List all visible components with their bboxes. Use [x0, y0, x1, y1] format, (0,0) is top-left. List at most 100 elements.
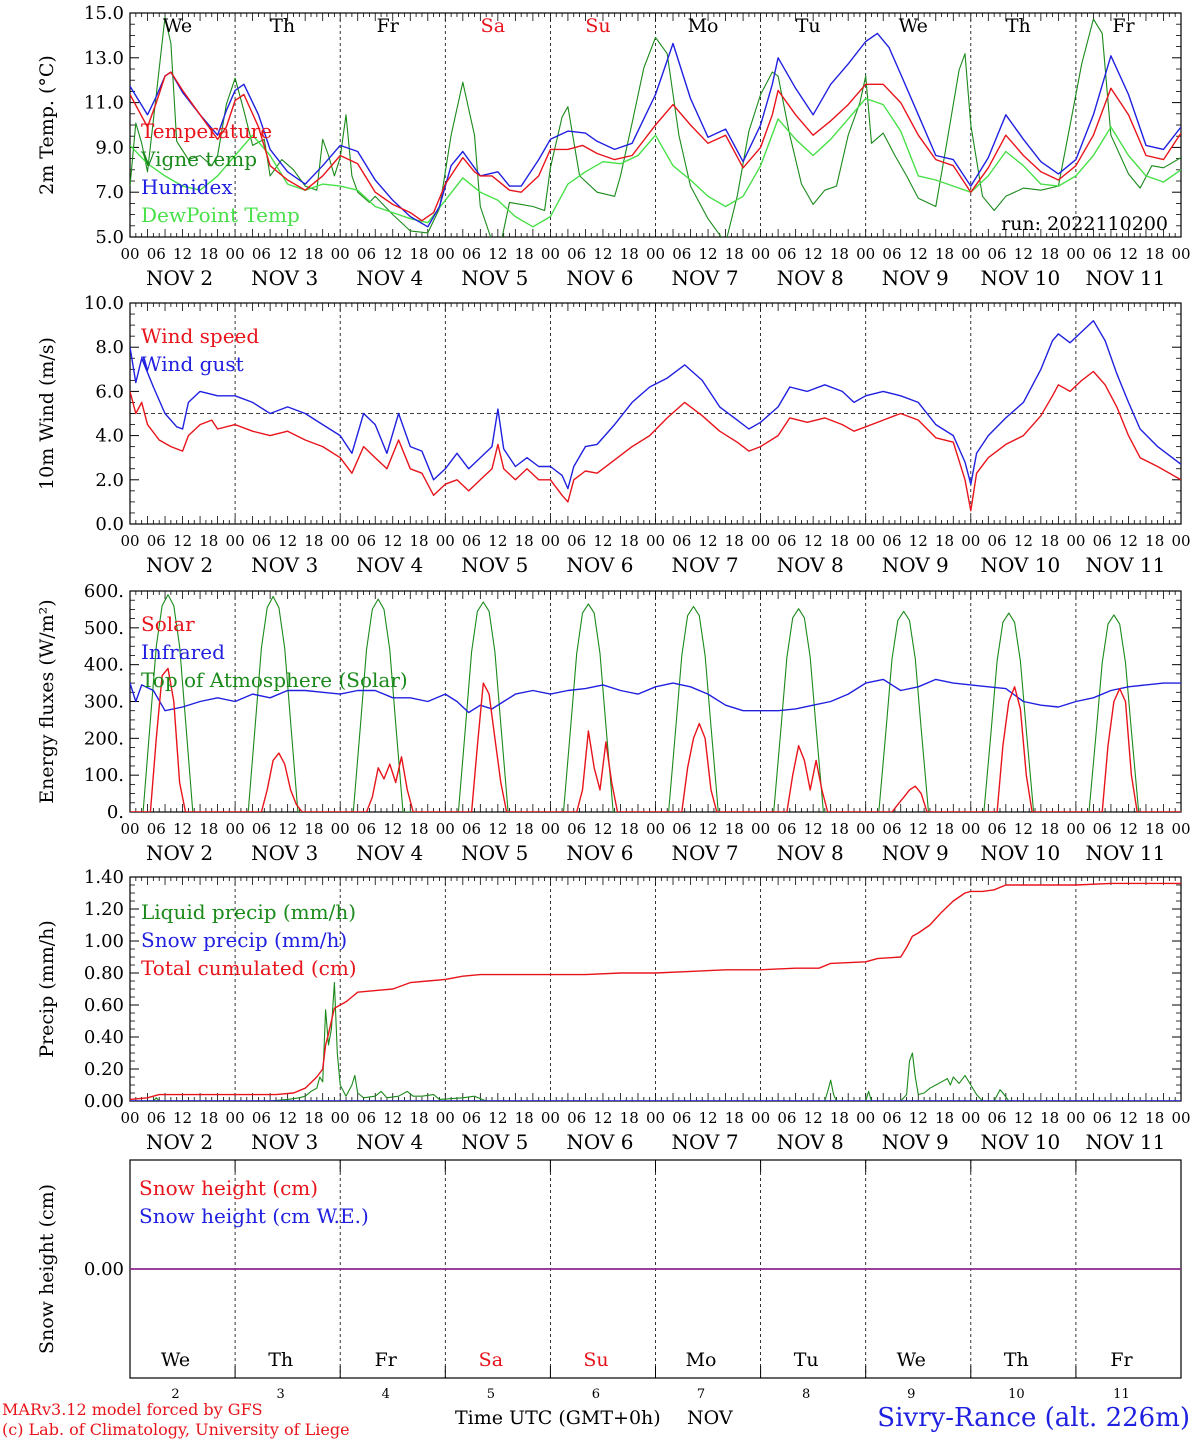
- day-number-label: 5: [487, 1387, 495, 1402]
- run-annotation: run: 2022110200: [1001, 213, 1168, 235]
- series-line-wind-speed: [130, 370, 1181, 512]
- hour-tick-label: 06: [357, 532, 376, 550]
- y-tick-label: 500.: [84, 618, 124, 639]
- hour-tick-label: 12: [173, 1109, 192, 1127]
- legend-entry: DewPoint Temp: [141, 203, 300, 227]
- hour-tick-label: 18: [620, 245, 639, 263]
- weekday-label: Su: [583, 1349, 608, 1371]
- legend-entry: Solar: [141, 612, 195, 636]
- hour-tick-label: 06: [252, 532, 271, 550]
- hour-tick-label: 18: [304, 532, 323, 550]
- hour-tick-label: 18: [725, 1109, 744, 1127]
- hour-tick-label: 12: [173, 532, 192, 550]
- y-tick-label: 15.0: [84, 3, 124, 24]
- series-group: [130, 594, 1181, 812]
- legend-entry: Snow height (cm): [139, 1176, 318, 1200]
- y-tick-label: 0.00: [84, 1091, 124, 1112]
- legend-entry: Humidex: [141, 175, 233, 199]
- hour-tick-label: 06: [882, 245, 901, 263]
- day-label: NOV 4: [356, 266, 423, 290]
- y-tick-label: 0.00: [84, 1259, 124, 1280]
- weekday-label: We: [899, 15, 928, 37]
- hour-tick-label: 00: [541, 532, 560, 550]
- hour-tick-label: 12: [488, 820, 507, 838]
- hour-tick-label: 00: [856, 820, 875, 838]
- hour-tick-label: 00: [1066, 245, 1085, 263]
- day-label: NOV 7: [672, 841, 739, 865]
- credit-line-2: (c) Lab. of Climatology, University of L…: [2, 1420, 350, 1439]
- hour-tick-label: 18: [830, 532, 849, 550]
- hour-tick-label: 00: [751, 1109, 770, 1127]
- day-label: NOV 9: [882, 1130, 949, 1154]
- hour-tick-label: 12: [488, 1109, 507, 1127]
- hour-tick-label: 00: [1066, 532, 1085, 550]
- hour-tick-label: 06: [462, 820, 481, 838]
- hour-tick-label: 18: [620, 1109, 639, 1127]
- y-tick-label: 1.40: [84, 867, 124, 888]
- hour-tick-label: 12: [804, 245, 823, 263]
- hour-tick-label: 18: [935, 820, 954, 838]
- y-tick-label: 11.0: [84, 93, 124, 114]
- y-tick-label: 9.0: [95, 137, 124, 158]
- hour-tick-label: 06: [462, 532, 481, 550]
- legend-entry: Temperature: [141, 119, 272, 143]
- weekday-label: Sa: [479, 1349, 503, 1371]
- y-tick-label: 200.: [84, 728, 124, 749]
- hour-tick-label: 06: [777, 532, 796, 550]
- hour-tick-label: 06: [672, 820, 691, 838]
- hour-tick-label: 00: [961, 1109, 980, 1127]
- hour-tick-label: 18: [1145, 820, 1164, 838]
- legend-entry: Snow height (cm W.E.): [139, 1204, 369, 1228]
- hour-tick-label: 00: [1171, 532, 1190, 550]
- y-tick-label: 300.: [84, 692, 124, 713]
- y-tick-label: 0.: [107, 802, 124, 823]
- hour-tick-label: 06: [672, 245, 691, 263]
- hour-tick-label: 06: [1093, 820, 1112, 838]
- day-number-label: 3: [277, 1387, 285, 1402]
- day-label: NOV 8: [777, 841, 844, 865]
- hour-tick-label: 00: [1171, 1109, 1190, 1127]
- day-number-label: 7: [697, 1387, 705, 1402]
- weekday-label: We: [897, 1349, 926, 1371]
- hour-tick-label: 12: [488, 532, 507, 550]
- day-label: NOV 9: [882, 266, 949, 290]
- weekday-label: Fr: [1110, 1349, 1133, 1371]
- day-label: NOV 7: [672, 553, 739, 577]
- hour-tick-label: 12: [909, 245, 928, 263]
- weekday-label: Fr: [375, 1349, 398, 1371]
- day-label: NOV 2: [146, 266, 213, 290]
- hour-tick-label: 18: [725, 820, 744, 838]
- legend-entry: Wind gust: [141, 352, 244, 376]
- hour-tick-label: 00: [961, 532, 980, 550]
- hour-tick-label: 00: [961, 245, 980, 263]
- day-number-label: 2: [171, 1387, 179, 1402]
- panel-snow: 0.00 Snow height (cm) Snow height (cm) Snow…: [36, 1159, 1182, 1402]
- hour-tick-label: 12: [383, 820, 402, 838]
- hour-tick-label: 18: [199, 1109, 218, 1127]
- weekday-label: Fr: [1112, 15, 1135, 37]
- hour-tick-label: 06: [567, 1109, 586, 1127]
- hour-tick-label: 06: [147, 820, 166, 838]
- legend-entry: Vigne temp: [140, 147, 257, 171]
- hour-tick-label: 18: [935, 1109, 954, 1127]
- hour-tick-label: 12: [804, 1109, 823, 1127]
- weekday-label: We: [161, 1349, 190, 1371]
- hour-tick-label: 06: [567, 820, 586, 838]
- legend-entry: Liquid precip (mm/h): [141, 900, 356, 924]
- hour-tick-label: 00: [436, 245, 455, 263]
- series-line-humidex: [130, 32, 1181, 228]
- day-label: NOV 2: [146, 553, 213, 577]
- day-label: NOV 10: [980, 841, 1060, 865]
- hour-tick-label: 06: [672, 1109, 691, 1127]
- hour-tick-label: 12: [383, 532, 402, 550]
- weekday-label: Tu: [794, 1349, 819, 1371]
- day-label: NOV 4: [356, 841, 423, 865]
- hour-tick-label: 00: [646, 820, 665, 838]
- hour-tick-label: 18: [620, 820, 639, 838]
- day-label: NOV 11: [1086, 841, 1166, 865]
- day-label: NOV 5: [461, 841, 528, 865]
- hour-tick-label: 00: [1066, 820, 1085, 838]
- hour-tick-label: 12: [173, 245, 192, 263]
- hour-tick-label: 00: [646, 245, 665, 263]
